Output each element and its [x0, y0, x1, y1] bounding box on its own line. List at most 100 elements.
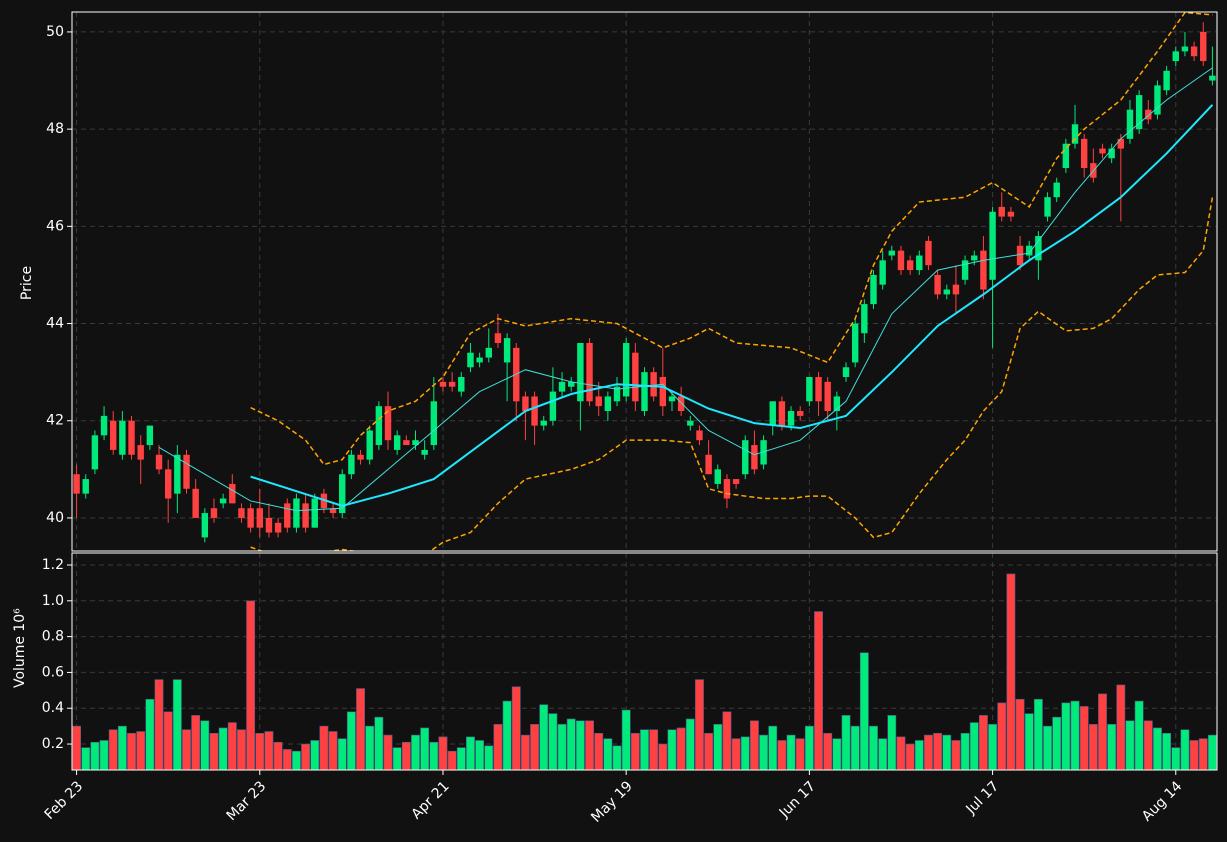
volume-bar	[1052, 716, 1062, 770]
candle-body	[1053, 182, 1060, 198]
volume-bar	[429, 741, 439, 770]
volume-y-tick-label: 0.2	[42, 736, 64, 752]
overlay-line	[250, 197, 1214, 551]
volume-bar	[841, 715, 851, 770]
candle-body	[568, 381, 575, 387]
volume-bar	[814, 611, 823, 770]
candle-body	[558, 381, 566, 392]
candle-body	[1126, 109, 1134, 139]
candle-body	[1099, 148, 1106, 154]
volume-bar	[905, 743, 915, 770]
volume-bar	[374, 716, 384, 770]
volume-bar	[255, 732, 265, 770]
y-tick-label: 42	[46, 413, 64, 429]
candle-body	[265, 517, 273, 533]
candle-body	[659, 377, 667, 407]
candle-body	[503, 338, 511, 363]
volume-axis-label-group: Volume 10⁶	[12, 608, 28, 688]
candle-body	[632, 352, 639, 402]
candle-body	[732, 479, 740, 484]
candle-body	[971, 255, 978, 261]
candle-body	[366, 430, 373, 460]
volume-bar	[163, 711, 173, 770]
volume-bar	[850, 725, 860, 770]
volume-bar	[804, 725, 814, 770]
candle-body	[1200, 31, 1207, 62]
volume-bar	[365, 725, 375, 770]
volume-bar	[630, 732, 640, 770]
volume-y-tick-label: 0.8	[42, 629, 64, 645]
y-tick-label: 44	[46, 316, 64, 332]
volume-bar	[172, 679, 182, 770]
volume-bar	[200, 720, 210, 770]
candle-body	[577, 342, 584, 402]
volume-bars	[72, 573, 1217, 770]
volume-bar	[914, 740, 924, 770]
candle-body	[494, 333, 502, 343]
candle-body	[1117, 138, 1125, 149]
volume-bar	[878, 738, 888, 770]
volume-y-tick-label: 1.0	[42, 593, 64, 609]
candle-body	[650, 372, 657, 397]
candle-body	[540, 420, 547, 426]
volume-bar	[539, 704, 549, 770]
volume-bar	[832, 738, 842, 770]
candle-body	[375, 406, 383, 446]
volume-bar	[713, 724, 723, 770]
volume-bar	[319, 725, 329, 770]
candle-body	[980, 250, 987, 290]
volume-bar	[548, 713, 558, 770]
y-tick-label: 46	[46, 218, 64, 234]
volume-bar	[1189, 740, 1199, 770]
volume-bar	[786, 734, 796, 770]
candle-body	[238, 508, 245, 518]
candle-body	[247, 508, 254, 528]
volume-bar	[777, 740, 787, 770]
volume-bar	[1116, 684, 1126, 770]
volume-bar	[988, 724, 998, 770]
volume-bar	[1098, 693, 1107, 770]
candle-body	[210, 508, 218, 518]
volume-bar	[933, 732, 943, 770]
y-tick-label: 40	[46, 510, 64, 526]
volume-bar	[301, 743, 311, 770]
volume-bar	[1171, 747, 1181, 770]
candle-body	[787, 411, 795, 426]
candle-body	[613, 386, 621, 402]
volume-bar	[612, 745, 622, 770]
candle-body	[1062, 143, 1070, 169]
volume-bar	[456, 747, 466, 770]
candle-body	[705, 454, 712, 475]
volume-bar	[81, 747, 91, 770]
volume-bar	[383, 734, 393, 770]
volume-bar	[1006, 573, 1016, 770]
candle-body	[815, 377, 822, 402]
volume-bar	[1061, 702, 1071, 770]
volume-bar	[182, 729, 191, 770]
candle-body	[91, 435, 99, 470]
candle-body	[1145, 109, 1152, 120]
volume-bar	[1015, 698, 1025, 770]
volume-bar	[896, 736, 906, 770]
volume-bar	[1180, 729, 1190, 770]
candle-body	[339, 474, 346, 514]
volume-bar	[310, 740, 320, 770]
volume-bar	[117, 725, 127, 770]
volume-bar	[420, 727, 430, 770]
overlay-line	[250, 12, 1213, 466]
volume-bar	[869, 725, 878, 770]
candle-body	[677, 396, 685, 412]
candle-body	[897, 250, 905, 271]
volume-bar	[823, 732, 833, 770]
volume-bar	[502, 700, 512, 770]
candle-body	[769, 401, 776, 426]
overlay-line	[250, 104, 1214, 507]
volume-bar	[566, 718, 576, 770]
volume-bar	[1107, 724, 1117, 770]
candle-body	[1108, 148, 1115, 159]
volume-bar	[924, 734, 933, 770]
volume-y-tick-label: 0.6	[42, 664, 64, 680]
candle-body	[888, 250, 896, 256]
candle-body	[256, 508, 263, 528]
